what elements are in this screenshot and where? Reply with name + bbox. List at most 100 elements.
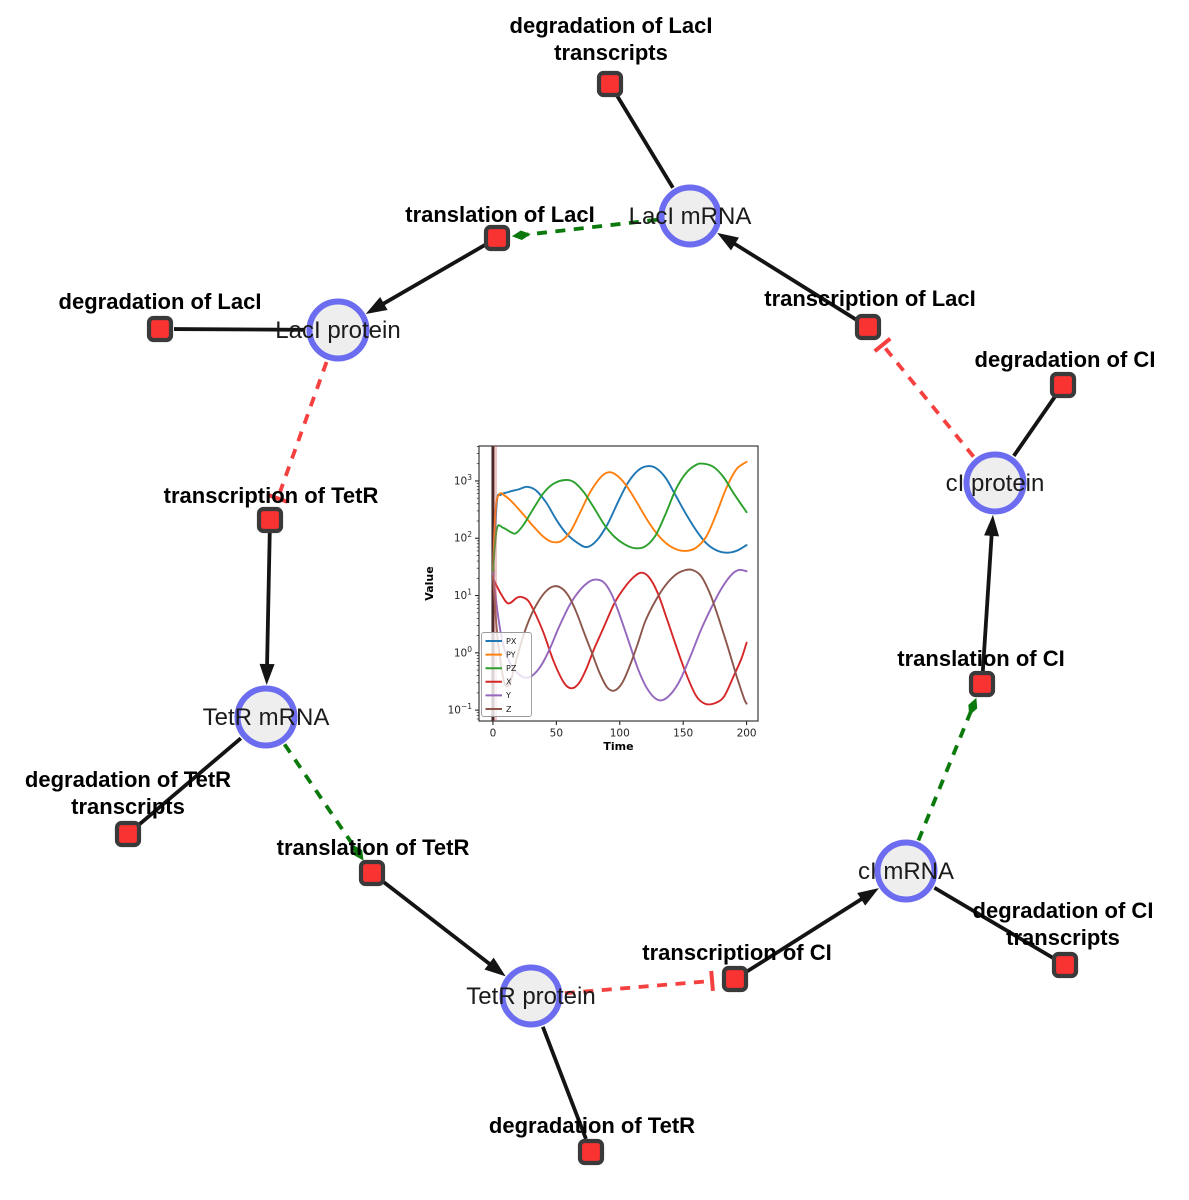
species-node-laci-protein[interactable] <box>306 298 370 362</box>
arrowhead-icon <box>484 957 506 977</box>
x-axis-label: Time <box>603 740 633 753</box>
reaction-node-deg-tetr[interactable] <box>577 1138 605 1166</box>
startup-band <box>491 446 498 721</box>
edge-consumption-ci-protein-deg-ci <box>1012 395 1057 457</box>
reaction-node-transcription-tetr[interactable] <box>256 506 284 534</box>
x-tick-label: 200 <box>737 728 757 740</box>
reaction-node-deg-ci[interactable] <box>1049 371 1077 399</box>
reaction-label-transcription-tetr: transcription of TetR <box>164 483 379 508</box>
y-tick-label: 10−1 <box>448 702 473 717</box>
diamond-arrowhead-icon <box>511 230 531 240</box>
x-tick-label: 50 <box>550 728 563 740</box>
production-line <box>265 532 272 669</box>
series-PZ <box>491 462 748 574</box>
arrowhead-icon <box>259 663 275 686</box>
edge-inhibition-laci-protein-transcription-tetr <box>267 361 329 504</box>
reaction-node-deg-laci-transcripts[interactable] <box>596 70 624 98</box>
reaction-label-deg-tetr: degradation of TetR <box>489 1113 695 1138</box>
legend-label-PY: PY <box>506 650 516 659</box>
reaction-label-deg-laci: degradation of LacI <box>59 289 262 314</box>
species-nodes-layer <box>234 184 1027 1028</box>
reaction-label-transcription-laci: transcription of LacI <box>764 286 975 311</box>
legend-label-PX: PX <box>506 637 517 646</box>
y-axis-label: Value <box>423 566 436 600</box>
edge-production-translation-tetr-tetr-protein <box>381 879 506 977</box>
species-label-tetr-protein: TetR protein <box>466 983 595 1010</box>
arrowhead-icon <box>717 232 739 251</box>
legend-label-PZ: PZ <box>506 664 517 673</box>
production-line <box>980 531 994 672</box>
reaction-label-deg-ci: degradation of CI <box>975 347 1156 372</box>
edge-consumption-laci-mrna-deg-laci-transcripts <box>615 94 675 189</box>
edge-production-translation-ci-ci-protein <box>980 514 1000 672</box>
reaction-node-deg-tetr-transcripts[interactable] <box>114 820 142 848</box>
reaction-label-deg-ci-transcripts: degradation of CI transcripts <box>973 898 1154 950</box>
reaction-node-transcription-ci[interactable] <box>721 965 749 993</box>
x-tick-label: 0 <box>490 728 497 740</box>
species-label-ci-mrna: cI mRNA <box>858 858 954 885</box>
x-tick-label: 100 <box>610 728 630 740</box>
edge-inhibition-ci-protein-transcription-laci <box>873 336 976 458</box>
edge-production-transcription-tetr-tetr-mrna <box>259 532 275 686</box>
series-PY <box>491 460 748 574</box>
consumption-line <box>615 94 675 189</box>
reaction-node-translation-tetr[interactable] <box>358 859 386 887</box>
consumption-line <box>137 736 243 827</box>
y-tick-label: 102 <box>454 530 472 545</box>
edge-inhibition-tetr-protein-transcription-ci <box>564 970 715 996</box>
activation-dashed-line <box>282 743 357 850</box>
species-node-ci-protein[interactable] <box>963 451 1027 515</box>
edge-modifier-laci-mrna-translation-laci <box>511 217 658 240</box>
species-node-laci-mrna[interactable] <box>658 184 722 248</box>
reaction-node-translation-laci[interactable] <box>483 224 511 252</box>
consumption-line <box>541 1026 588 1140</box>
consumption-line <box>173 327 306 332</box>
edge-modifier-tetr-mrna-translation-tetr <box>282 743 364 861</box>
activation-dashed-line <box>526 217 658 237</box>
inhibition-dashed-line <box>564 979 713 996</box>
species-label-tetr-mrna: TetR mRNA <box>203 704 330 731</box>
species-node-tetr-mrna[interactable] <box>234 685 298 749</box>
legend-label-X: X <box>506 678 512 687</box>
inhibition-tbar-icon <box>267 493 288 504</box>
species-label-ci-protein: cI protein <box>946 470 1045 497</box>
consumption-line <box>933 886 1054 960</box>
reaction-label-deg-tetr-transcripts: degradation of TetR transcripts <box>25 767 231 819</box>
species-node-ci-mrna[interactable] <box>874 839 938 903</box>
diamond-arrowhead-icon <box>352 844 364 861</box>
arrowhead-icon <box>365 296 388 314</box>
species-label-laci-mrna: LacI mRNA <box>629 203 752 230</box>
reaction-node-deg-laci[interactable] <box>146 315 174 343</box>
activation-dashed-line <box>916 711 973 842</box>
diamond-arrowhead-icon <box>968 697 978 716</box>
edge-consumption-ci-mrna-deg-ci-transcripts <box>933 886 1054 960</box>
x-tick-label: 150 <box>673 728 693 740</box>
y-tick-label: 103 <box>454 473 472 488</box>
reaction-nodes-layer <box>114 70 1079 1166</box>
reaction-node-deg-ci-transcripts[interactable] <box>1051 951 1079 979</box>
reaction-label-translation-tetr: translation of TetR <box>277 835 470 860</box>
inhibition-dashed-line <box>881 343 976 458</box>
reaction-node-translation-ci[interactable] <box>968 670 996 698</box>
species-node-tetr-protein[interactable] <box>499 964 563 1028</box>
reaction-label-transcription-ci: transcription of CI <box>642 940 831 965</box>
edge-consumption-laci-protein-deg-laci <box>173 327 306 332</box>
edge-consumption-tetr-mrna-deg-tetr-transcripts <box>137 736 243 827</box>
reaction-label-deg-laci-transcripts: degradation of LacI transcripts <box>510 13 713 65</box>
species-label-laci-protein: LacI protein <box>275 317 400 344</box>
inhibition-tbar-icon <box>709 970 715 992</box>
production-line <box>744 895 866 974</box>
legend-label-Y: Y <box>505 691 511 700</box>
series-PX <box>491 465 748 574</box>
reaction-label-translation-ci: translation of CI <box>897 646 1064 671</box>
arrowhead-icon <box>984 514 1000 537</box>
reaction-node-transcription-laci[interactable] <box>854 313 882 341</box>
edges-layer <box>137 94 1057 1140</box>
edge-production-transcription-ci-ci-mrna <box>744 888 879 974</box>
inhibition-dashed-line <box>275 361 329 499</box>
edge-consumption-tetr-protein-deg-tetr <box>541 1026 588 1140</box>
plot-frame <box>478 445 759 722</box>
consumption-line <box>1012 395 1057 457</box>
y-tick-label: 100 <box>454 645 472 660</box>
